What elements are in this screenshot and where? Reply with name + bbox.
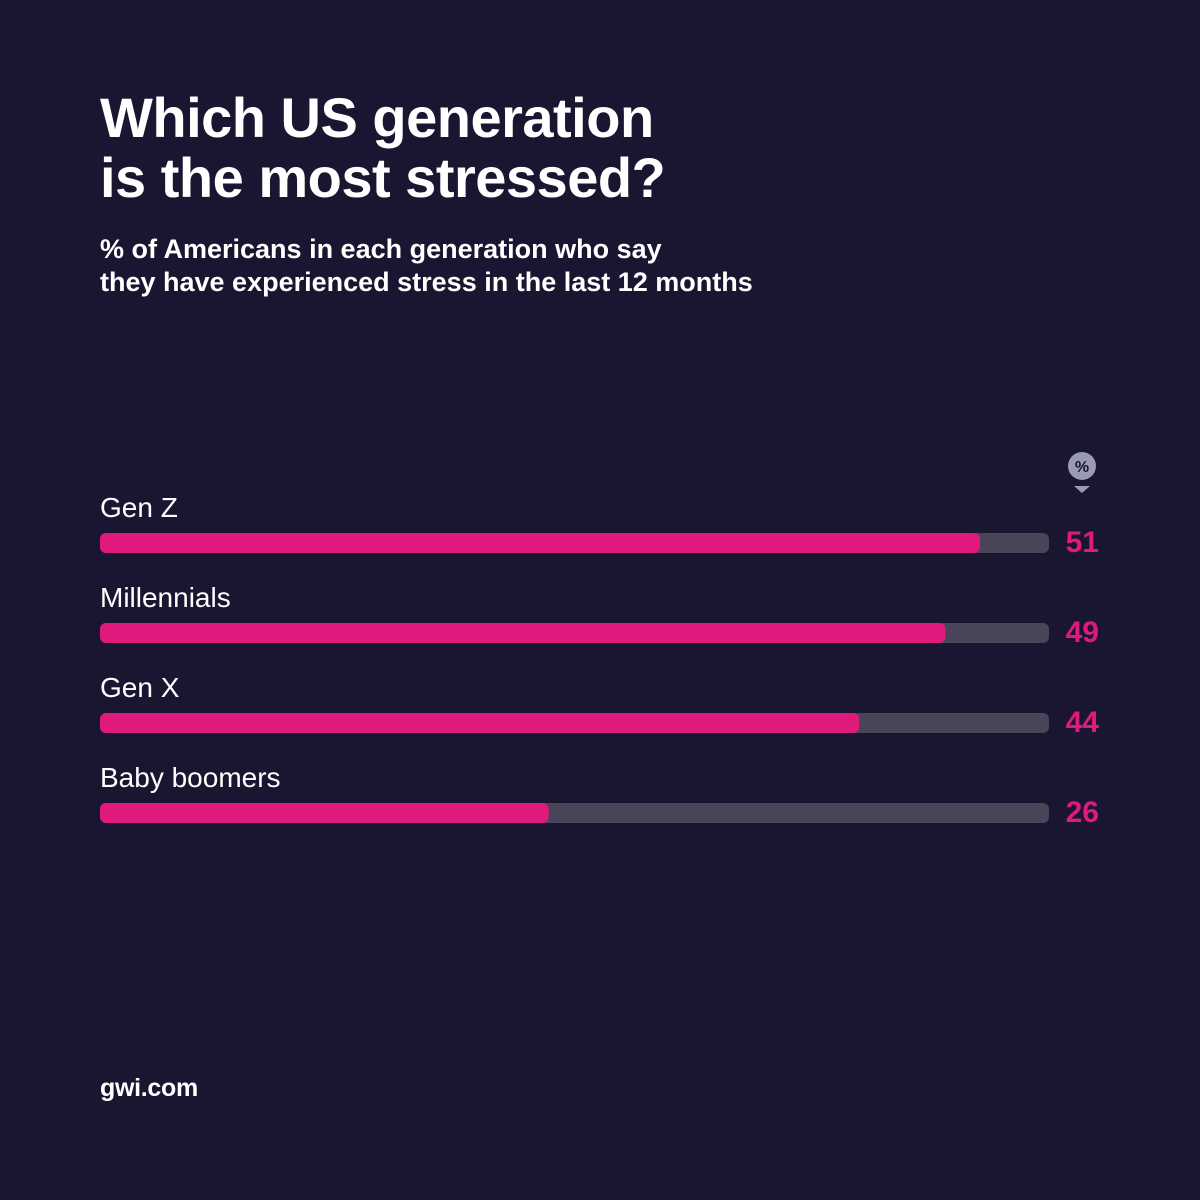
category-label: Gen X	[100, 672, 180, 703]
percent-pin-label: %	[1075, 459, 1089, 476]
category-label: Gen Z	[100, 492, 178, 523]
value-label: 26	[1066, 796, 1099, 829]
source-footer: gwi.com	[100, 1074, 198, 1102]
value-label: 49	[1066, 616, 1099, 649]
percent-pin-badge	[1068, 452, 1096, 480]
bar-row: Baby boomers 26	[100, 762, 1099, 829]
category-label: Baby boomers	[100, 762, 281, 793]
category-label: Millennials	[100, 582, 231, 613]
bar	[100, 533, 980, 553]
subtitle-line-2: they have experienced stress in the last…	[100, 267, 753, 297]
chart-title: Which US generation is the most stressed…	[100, 88, 1000, 208]
bar	[100, 803, 549, 823]
bar-row: Gen X 44	[100, 672, 1099, 739]
percent-pin-icon: %	[1068, 452, 1096, 493]
percent-pin-pointer	[1074, 486, 1090, 493]
bar	[100, 623, 946, 643]
chart-subtitle: % of Americans in each generation who sa…	[100, 233, 1000, 299]
value-label: 44	[1066, 706, 1100, 739]
bar-row: Gen Z 51	[100, 492, 1099, 559]
subtitle-line-1: % of Americans in each generation who sa…	[100, 234, 662, 264]
value-label: 51	[1066, 526, 1099, 559]
title-line-1: Which US generation	[100, 86, 654, 149]
bar-row: Millennials 49	[100, 582, 1099, 649]
bar	[100, 713, 860, 733]
title-line-2: is the most stressed?	[100, 146, 666, 209]
